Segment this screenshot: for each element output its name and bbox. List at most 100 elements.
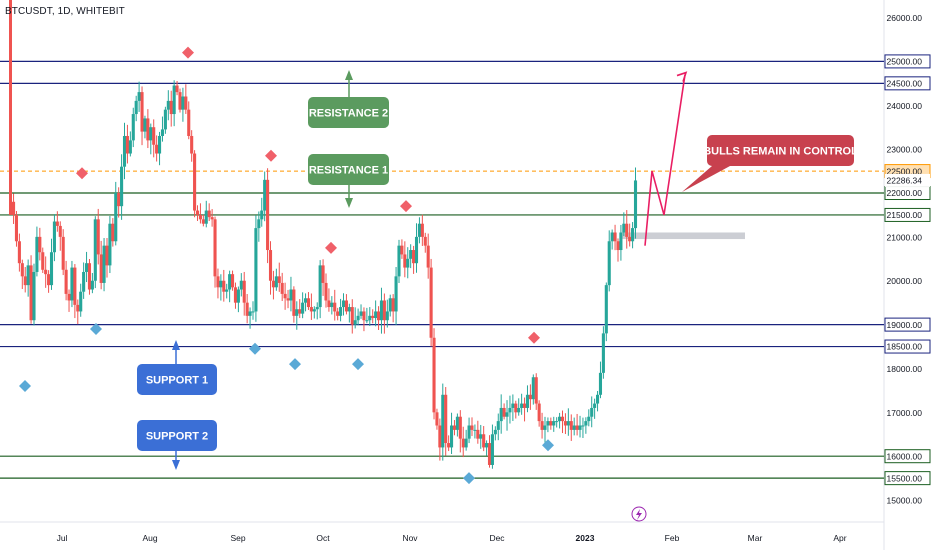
candle-body xyxy=(204,210,208,224)
bulls-label: BULLS REMAIN IN CONTROL xyxy=(703,146,858,158)
candle-body xyxy=(85,263,89,272)
candle-body xyxy=(108,223,112,266)
candle-body xyxy=(622,223,626,233)
candle-body xyxy=(476,429,480,439)
swing-high-marker xyxy=(265,149,277,162)
annotations: RESISTANCE 2 RESISTANCE 1 SUPPORT 1 SUPPORT… xyxy=(137,70,858,470)
candle-body xyxy=(309,307,313,312)
candle-body xyxy=(610,232,614,242)
candle-body xyxy=(490,434,494,465)
candle-body xyxy=(301,302,305,314)
candle-body xyxy=(327,300,331,308)
candle-body xyxy=(87,263,92,290)
candle-body xyxy=(131,114,135,141)
time-tick-label: Dec xyxy=(489,533,505,543)
candle-body xyxy=(403,254,407,268)
candle-body xyxy=(306,298,311,308)
candle-body xyxy=(236,289,240,303)
candle-body xyxy=(9,0,12,215)
candle-body xyxy=(385,311,389,321)
candle-body xyxy=(438,425,442,448)
support-1-arrow xyxy=(172,340,180,350)
candle-body xyxy=(420,223,424,237)
candle-body xyxy=(231,274,235,288)
candle-body xyxy=(508,407,512,413)
candle-body xyxy=(353,320,357,325)
candle-body xyxy=(616,241,620,251)
candle-body xyxy=(125,135,129,154)
candle-body xyxy=(560,416,565,422)
candle-body xyxy=(268,250,273,281)
candle-body xyxy=(394,276,398,312)
candle-body xyxy=(336,311,340,316)
candle-body xyxy=(359,311,363,316)
candle-body xyxy=(181,96,185,110)
candle-body xyxy=(350,307,354,325)
level-price-box xyxy=(884,317,931,332)
candle-body xyxy=(242,280,246,303)
consolidation-zone-rect xyxy=(622,232,745,240)
candle-body xyxy=(137,92,141,101)
candle-body xyxy=(505,412,509,417)
candle-body xyxy=(479,434,483,439)
candle-body xyxy=(76,304,80,312)
lightning-icon[interactable] xyxy=(631,506,647,522)
candle-body xyxy=(412,250,416,264)
candle-body xyxy=(517,407,521,413)
price-tick-label: 18000.00 xyxy=(887,364,923,374)
candle-body xyxy=(207,210,211,218)
swing-low-marker xyxy=(90,322,102,335)
candle-body xyxy=(502,407,506,417)
candle-body xyxy=(277,276,281,283)
support-2-arrow xyxy=(172,460,180,470)
candle-body xyxy=(572,425,576,430)
candle-body xyxy=(149,127,153,141)
candle-body xyxy=(79,291,83,312)
candle-body xyxy=(44,269,48,275)
candle-body xyxy=(35,236,39,272)
candle-body xyxy=(93,219,97,281)
candle-body xyxy=(543,425,547,430)
time-axis: Jul Aug Sep Oct Nov Dec 2023 Feb Mar Apr xyxy=(57,533,847,543)
candle-body xyxy=(339,307,343,316)
time-tick-label: Sep xyxy=(230,533,245,543)
candle-body xyxy=(455,416,459,430)
candle-body xyxy=(195,210,200,215)
swing-low-marker xyxy=(19,380,31,393)
candle-body xyxy=(406,258,410,268)
candle-body xyxy=(295,309,299,316)
candle-body xyxy=(321,265,325,283)
candle-body xyxy=(254,228,258,312)
candle-body xyxy=(379,300,384,321)
level-price-label: 22500.00 xyxy=(887,166,923,176)
candle-body xyxy=(184,96,188,110)
candle-body xyxy=(458,416,462,439)
candle-body xyxy=(631,228,635,242)
candle-body xyxy=(20,263,24,277)
level-price-box xyxy=(884,471,931,486)
candle-body xyxy=(356,315,360,321)
candle-body xyxy=(187,109,191,136)
candle-body xyxy=(528,394,532,400)
candle-body xyxy=(593,403,597,408)
candle-body xyxy=(590,407,594,417)
candle-body xyxy=(514,403,518,413)
candle-body xyxy=(169,100,173,115)
time-tick-label: Mar xyxy=(748,533,763,543)
candle-body xyxy=(540,421,544,430)
candle-body xyxy=(482,434,486,448)
level-price-box xyxy=(884,449,931,464)
candle-body xyxy=(120,166,124,207)
candle-body xyxy=(14,214,19,242)
candle-body xyxy=(388,298,392,312)
candle-body xyxy=(344,300,348,312)
candle-body xyxy=(70,267,74,301)
candle-body xyxy=(134,100,138,115)
candle-body xyxy=(172,85,176,115)
candle-body xyxy=(607,241,611,286)
candle-body xyxy=(26,265,30,286)
resistance-1-box xyxy=(308,154,389,185)
candle-body xyxy=(417,223,421,237)
candle-body xyxy=(160,129,165,136)
